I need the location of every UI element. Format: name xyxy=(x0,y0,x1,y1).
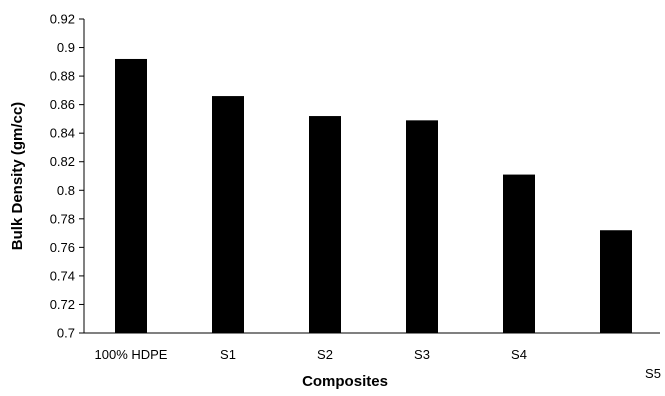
y-axis-ticks: 0.7 0.72 0.74 0.76 0.78 0.8 0.82 0.84 0.86 0.88 0.… xyxy=(50,12,84,341)
x-category-label: S1 xyxy=(220,347,236,362)
y-axis-title: Bulk Density (gm/cc) xyxy=(9,102,26,250)
y-tick-label: 0.86 xyxy=(50,97,75,112)
y-tick-label: 0.9 xyxy=(57,40,75,55)
bar-s5 xyxy=(600,230,632,333)
x-category-label: S3 xyxy=(414,347,430,362)
y-tick-label: 0.88 xyxy=(50,69,75,84)
bar-s4 xyxy=(503,175,535,333)
bar-s1 xyxy=(212,96,244,333)
y-tick-label: 0.72 xyxy=(50,297,75,312)
x-category-label: S2 xyxy=(317,347,333,362)
y-tick-label: 0.8 xyxy=(57,183,75,198)
bar-s2 xyxy=(309,116,341,333)
y-tick-label: 0.92 xyxy=(50,12,75,27)
x-category-label: 100% HDPE xyxy=(95,347,168,362)
y-tick-label: 0.78 xyxy=(50,211,75,226)
bars-group xyxy=(115,59,632,333)
y-tick-label: 0.82 xyxy=(50,154,75,169)
bar-s3 xyxy=(406,120,438,333)
y-tick-label: 0.76 xyxy=(50,240,75,255)
x-category-label: S5 xyxy=(645,366,661,381)
x-category-label: S4 xyxy=(511,347,527,362)
y-tick-label: 0.74 xyxy=(50,268,75,283)
x-axis-title: Composites xyxy=(302,373,388,390)
y-tick-label: 0.7 xyxy=(57,326,75,341)
bar-100-hdpe xyxy=(115,59,147,333)
y-tick-label: 0.84 xyxy=(50,126,75,141)
